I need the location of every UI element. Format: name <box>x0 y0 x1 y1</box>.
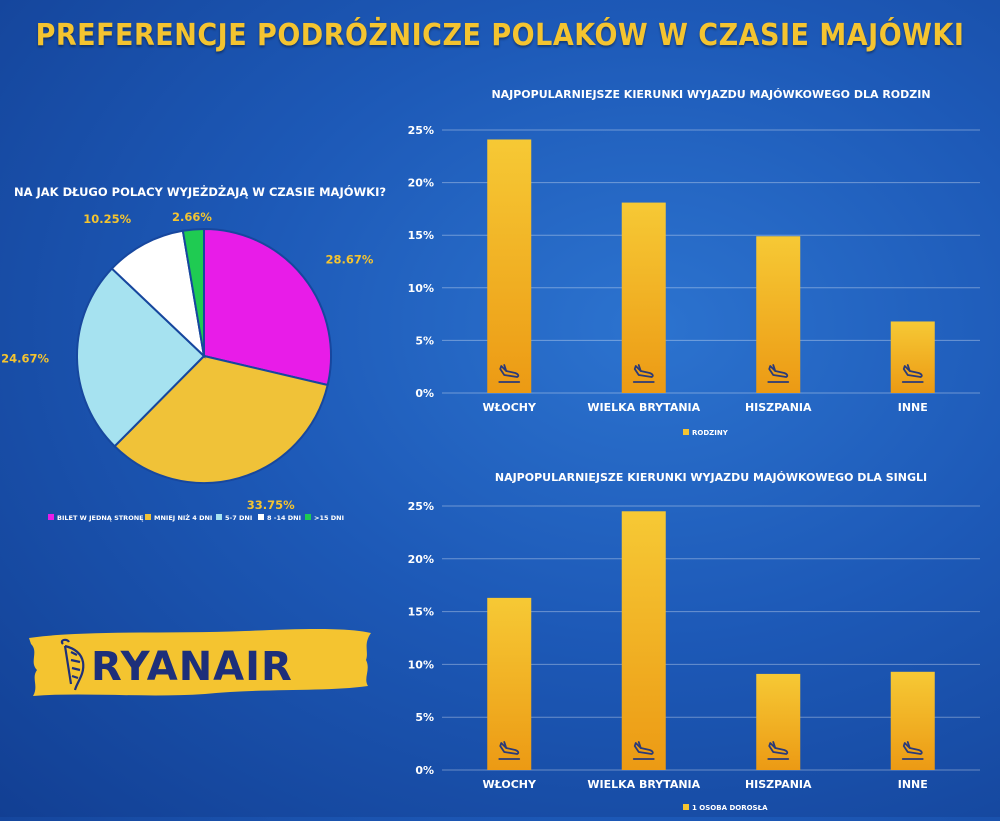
legend-swatch <box>216 514 222 520</box>
pie-value-label: 24.67% <box>1 351 49 365</box>
singles-bar-chart: NAJPOPULARNIEJSZE KIERUNKI WYJAZDU MAJÓW… <box>408 471 980 812</box>
y-tick-label: 15% <box>408 229 434 242</box>
y-tick-label: 10% <box>408 282 434 295</box>
y-tick-label: 5% <box>415 711 434 724</box>
legend-label: MNIEJ NIŻ 4 DNI <box>154 513 212 522</box>
pie-value-label: 28.67% <box>326 253 374 267</box>
families-bar-chart: NAJPOPULARNIEJSZE KIERUNKI WYJAZDU MAJÓW… <box>408 88 980 437</box>
legend-label: >15 DNI <box>314 514 344 522</box>
plane-landing-icon <box>901 364 924 383</box>
logo-text: RYANAIR <box>91 644 293 690</box>
pie-chart-panel: NA JAK DŁUGO POLACY WYJEŻDŻAJĄ W CZASIE … <box>0 170 400 530</box>
y-tick-label: 5% <box>415 334 434 347</box>
families-bar-chart-panel: NAJPOPULARNIEJSZE KIERUNKI WYJAZDU MAJÓW… <box>380 80 1000 450</box>
y-tick-label: 0% <box>415 387 434 400</box>
x-category-label: INNE <box>898 778 928 791</box>
plane-landing-icon <box>498 741 521 760</box>
bar-chart-title: NAJPOPULARNIEJSZE KIERUNKI WYJAZDU MAJÓW… <box>495 471 927 484</box>
y-tick-label: 25% <box>408 124 434 137</box>
pie-value-label: 10.25% <box>83 212 131 226</box>
x-category-label: WIELKA BRYTANIA <box>587 778 700 791</box>
pie-slice <box>76 267 206 448</box>
pie-legend: BILET W JEDNĄ STRONĘ MNIEJ NIŻ 4 DNI 5-7 D… <box>48 513 344 522</box>
singles-bar-chart-panel: NAJPOPULARNIEJSZE KIERUNKI WYJAZDU MAJÓW… <box>380 460 1000 817</box>
legend-swatch <box>683 804 689 810</box>
bar <box>487 139 532 393</box>
y-tick-label: 20% <box>408 553 434 566</box>
bar <box>890 321 935 393</box>
plane-landing-icon <box>632 741 655 760</box>
plane-landing-icon <box>901 741 924 760</box>
pie-value-label: 2.66% <box>172 210 212 224</box>
ryanair-logo: RYANAIR <box>25 622 375 704</box>
bar <box>756 236 801 393</box>
legend-swatch <box>145 514 151 520</box>
pie-slice <box>113 354 329 484</box>
x-category-label: HISZPANIA <box>745 401 812 414</box>
legend-swatch <box>683 429 689 435</box>
pie-slice <box>203 227 332 387</box>
x-category-label: HISZPANIA <box>745 778 812 791</box>
plane-landing-icon <box>767 741 790 760</box>
y-tick-label: 0% <box>415 764 434 777</box>
legend-label: 1 OSOBA DOROSŁA <box>692 804 768 812</box>
pie-slice <box>181 227 205 357</box>
harp-icon <box>60 638 85 691</box>
bar-chart-title: NAJPOPULARNIEJSZE KIERUNKI WYJAZDU MAJÓW… <box>491 88 930 101</box>
x-category-label: WŁOCHY <box>483 778 537 791</box>
y-tick-label: 15% <box>408 606 434 619</box>
bar <box>487 597 532 770</box>
bar <box>621 202 666 393</box>
plane-landing-icon <box>767 364 790 383</box>
y-tick-label: 20% <box>408 177 434 190</box>
legend-swatch <box>48 514 54 520</box>
y-tick-label: 25% <box>408 500 434 513</box>
page-title: PREFERENCJE PODRÓŻNICZE POLAKÓW W CZASIE… <box>35 18 965 53</box>
bar-legend: RODZINY <box>683 429 729 437</box>
x-category-label: WIELKA BRYTANIA <box>587 401 700 414</box>
bar <box>890 671 935 770</box>
x-category-label: WŁOCHY <box>483 401 537 414</box>
bar <box>621 511 666 770</box>
legend-swatch <box>258 514 264 520</box>
legend-swatch <box>305 514 311 520</box>
y-tick-label: 10% <box>408 658 434 671</box>
pie-chart: NA JAK DŁUGO POLACY WYJEŻDŻAJĄ W CZASIE … <box>1 184 386 522</box>
plane-landing-icon <box>498 364 521 383</box>
pie-title: NA JAK DŁUGO POLACY WYJEŻDŻAJĄ W CZASIE … <box>14 184 386 199</box>
x-category-label: INNE <box>898 401 928 414</box>
ryanair-logo-graphic: RYANAIR <box>29 629 371 696</box>
pie-value-label: 33.75% <box>247 498 295 512</box>
logo-brush-stroke <box>29 629 371 696</box>
legend-label: 8 -14 DNI <box>267 514 301 522</box>
legend-label: RODZINY <box>692 429 729 437</box>
bar <box>756 673 801 770</box>
bar-legend: 1 OSOBA DOROSŁA <box>683 804 768 812</box>
pie-slice <box>110 229 206 359</box>
legend-label: BILET W JEDNĄ STRONĘ <box>57 514 144 522</box>
plane-landing-icon <box>632 364 655 383</box>
legend-label: 5-7 DNI <box>225 514 252 522</box>
